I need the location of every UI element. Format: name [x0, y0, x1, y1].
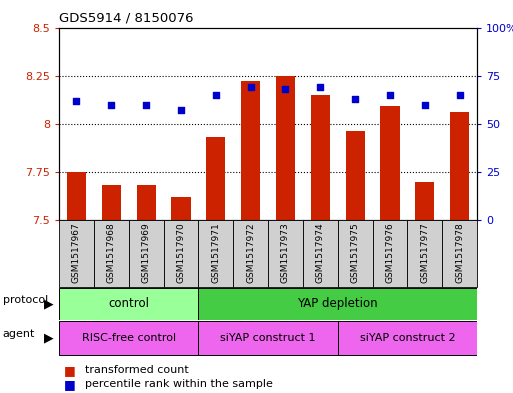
Text: ■: ■: [64, 364, 76, 377]
Text: siYAP construct 1: siYAP construct 1: [220, 333, 316, 343]
Bar: [206, 137, 225, 220]
Text: YAP depletion: YAP depletion: [298, 297, 378, 310]
Point: [456, 92, 464, 98]
Point: [351, 95, 359, 102]
Bar: [59, 288, 199, 320]
Bar: [442, 220, 477, 287]
Text: ▶: ▶: [44, 297, 53, 310]
Bar: [136, 185, 155, 220]
Point: [107, 101, 115, 108]
Point: [212, 92, 220, 98]
Text: GSM1517970: GSM1517970: [176, 222, 185, 283]
Text: GSM1517973: GSM1517973: [281, 222, 290, 283]
Text: GSM1517972: GSM1517972: [246, 222, 255, 283]
Point: [386, 92, 394, 98]
Text: GSM1517974: GSM1517974: [316, 222, 325, 283]
Point: [72, 97, 81, 104]
Bar: [199, 220, 233, 287]
Bar: [268, 220, 303, 287]
Text: control: control: [108, 297, 149, 310]
Point: [316, 84, 324, 90]
Bar: [415, 182, 435, 220]
Point: [247, 84, 255, 90]
Text: GSM1517975: GSM1517975: [351, 222, 360, 283]
Text: protocol: protocol: [3, 295, 48, 305]
Bar: [241, 81, 260, 220]
Text: GSM1517977: GSM1517977: [420, 222, 429, 283]
Bar: [311, 95, 330, 220]
Bar: [233, 220, 268, 287]
Text: GDS5914 / 8150076: GDS5914 / 8150076: [59, 11, 193, 24]
Bar: [346, 132, 365, 220]
Point: [421, 101, 429, 108]
Bar: [450, 112, 469, 220]
Text: GSM1517968: GSM1517968: [107, 222, 116, 283]
Bar: [171, 197, 190, 220]
Text: RISC-free control: RISC-free control: [82, 333, 176, 343]
Bar: [94, 220, 129, 287]
Bar: [102, 185, 121, 220]
Text: percentile rank within the sample: percentile rank within the sample: [85, 379, 272, 389]
Bar: [59, 220, 94, 287]
Bar: [372, 220, 407, 287]
Bar: [164, 220, 199, 287]
Bar: [67, 172, 86, 220]
Bar: [276, 75, 295, 220]
Bar: [59, 321, 199, 355]
Text: GSM1517967: GSM1517967: [72, 222, 81, 283]
Text: transformed count: transformed count: [85, 365, 188, 375]
Text: GSM1517971: GSM1517971: [211, 222, 220, 283]
Point: [177, 107, 185, 114]
Bar: [199, 321, 338, 355]
Point: [281, 86, 289, 92]
Bar: [129, 220, 164, 287]
Text: ■: ■: [64, 378, 76, 391]
Text: GSM1517976: GSM1517976: [385, 222, 394, 283]
Text: agent: agent: [3, 329, 35, 339]
Text: ▶: ▶: [44, 331, 53, 345]
Bar: [381, 107, 400, 220]
Bar: [407, 220, 442, 287]
Text: GSM1517978: GSM1517978: [455, 222, 464, 283]
Bar: [338, 220, 372, 287]
Bar: [338, 321, 477, 355]
Text: GSM1517969: GSM1517969: [142, 222, 151, 283]
Bar: [199, 288, 477, 320]
Bar: [303, 220, 338, 287]
Point: [142, 101, 150, 108]
Text: siYAP construct 2: siYAP construct 2: [360, 333, 455, 343]
